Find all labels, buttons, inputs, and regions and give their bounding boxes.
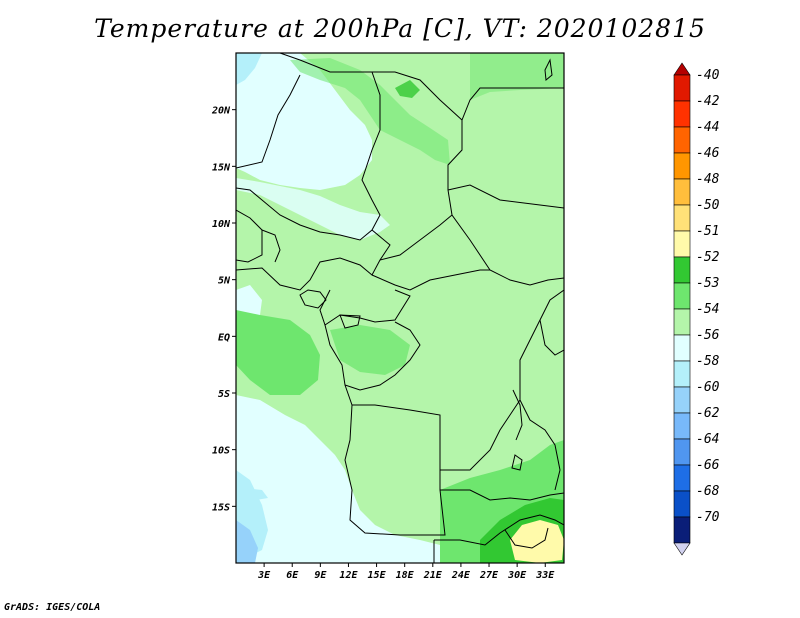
lon-tick-label: 21E — [423, 570, 443, 581]
lon-tick-label: 30E — [507, 570, 527, 581]
lon-tick-label: 12E — [339, 570, 358, 581]
colorbar-swatch — [673, 386, 691, 414]
colorbar: -40 -42 -44 -46 -48 -50 -51 -52 -53 -54 -56 -58 -60 -… — [673, 62, 720, 556]
colorbar-swatch — [673, 464, 691, 492]
colorbar-swatch — [673, 178, 691, 206]
colorbar-label: -54 — [696, 302, 719, 317]
colorbar-label: -66 — [696, 458, 720, 473]
colorbar-label: -56 — [696, 328, 720, 343]
lat-tick-label: 15S — [212, 502, 230, 513]
colorbar-swatch — [673, 438, 691, 466]
colorbar-top-arrow — [673, 62, 691, 76]
colorbar-swatch — [673, 516, 691, 544]
colorbar-label: -52 — [696, 250, 720, 265]
latitude-axis: 20N 15N 10N 5N EQ 5S 10S 15S — [211, 106, 236, 513]
longitude-axis: 3E 6E 9E 12E 15E 18E 21E 24E 27E 30E 33E — [257, 563, 555, 581]
colorbar-swatch — [673, 256, 691, 284]
lon-tick-label: 3E — [257, 570, 271, 581]
colorbar-swatch — [673, 360, 691, 388]
colorbar-label: -44 — [696, 120, 719, 135]
colorbar-label: -51 — [696, 224, 719, 239]
colorbar-swatch — [673, 412, 691, 440]
colorbar-swatch — [673, 126, 691, 154]
colorbar-label: -40 — [696, 68, 720, 83]
lat-tick-label: 10N — [212, 219, 231, 230]
field-52-north — [395, 80, 420, 98]
grads-credit: GrADS: IGES/COLA — [4, 602, 101, 613]
colorbar-swatch — [673, 334, 691, 362]
colorbar-swatch — [673, 100, 691, 128]
lon-tick-label: 9E — [314, 570, 327, 581]
colorbar-swatch — [673, 74, 691, 102]
colorbar-label: -68 — [696, 484, 720, 499]
field-53-central — [330, 325, 410, 375]
field-56-band — [236, 178, 390, 240]
colorbar-swatch — [673, 204, 691, 232]
colorbar-label: -48 — [696, 172, 720, 187]
lon-tick-label: 15E — [368, 570, 387, 581]
lat-tick-label: 5S — [218, 389, 230, 400]
colorbar-swatch — [673, 308, 691, 336]
lon-tick-label: 27E — [479, 570, 499, 581]
colorbar-label: -58 — [696, 354, 720, 369]
lon-tick-label: 6E — [286, 570, 299, 581]
colorbar-label: -70 — [696, 510, 720, 525]
colorbar-bottom-arrow — [673, 542, 691, 556]
field-51-southeast — [510, 520, 564, 563]
map-title: Temperature at 200hPa [C], VT: 202010281… — [94, 14, 706, 43]
field-58-patch — [244, 488, 268, 500]
lat-tick-label: 20N — [211, 106, 231, 117]
lat-tick-label: 5N — [218, 276, 231, 287]
field-53-west — [236, 310, 320, 395]
field-56-north — [236, 53, 372, 190]
colorbar-label: -62 — [696, 406, 720, 421]
temperature-field — [236, 53, 564, 563]
colorbar-label: -64 — [696, 432, 719, 447]
colorbar-label: -53 — [696, 276, 719, 291]
field-56-southwest — [236, 395, 440, 563]
lat-tick-label: EQ — [218, 332, 230, 343]
colorbar-label: -42 — [696, 94, 720, 109]
colorbar-swatch — [673, 490, 691, 518]
colorbar-swatch — [673, 230, 691, 258]
lon-tick-label: 33E — [535, 570, 555, 581]
field-58-southwest2 — [236, 520, 258, 563]
lon-tick-label: 18E — [396, 570, 415, 581]
lat-tick-label: 10S — [212, 446, 230, 457]
colorbar-label: -46 — [696, 146, 720, 161]
colorbar-swatch — [673, 282, 691, 310]
lat-tick-label: 15N — [212, 162, 231, 173]
field-58-northwest — [236, 53, 262, 85]
lon-tick-label: 24E — [451, 570, 471, 581]
colorbar-swatch — [673, 152, 691, 180]
map-frame — [235, 52, 565, 564]
colorbar-label: -60 — [696, 380, 720, 395]
colorbar-label: -50 — [696, 198, 720, 213]
country-borders — [236, 53, 564, 563]
field-53-north — [290, 58, 450, 165]
